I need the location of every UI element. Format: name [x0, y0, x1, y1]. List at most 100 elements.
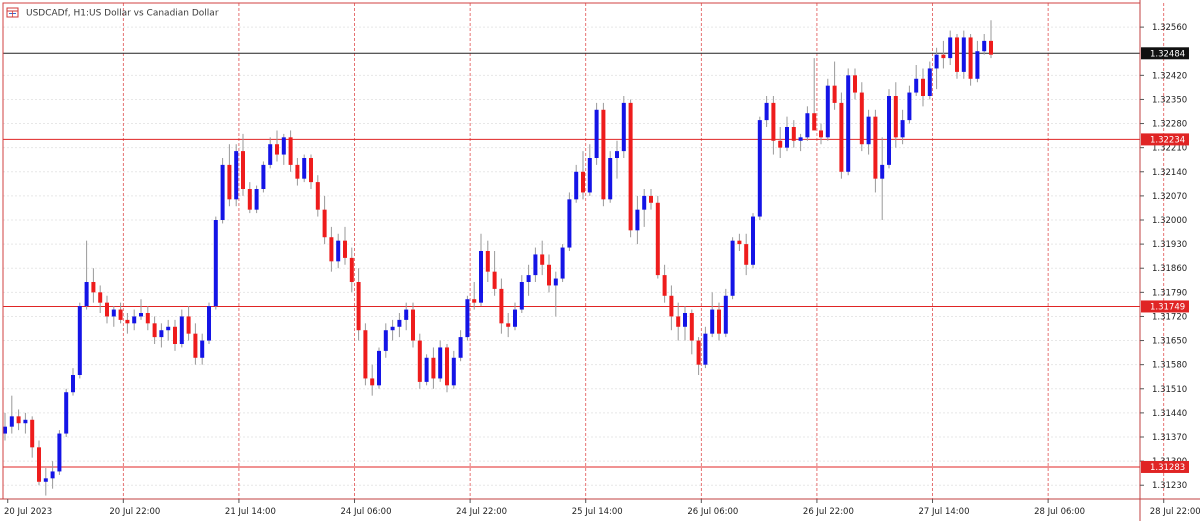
candle[interactable] — [431, 347, 436, 389]
candle[interactable] — [608, 151, 613, 203]
candle[interactable] — [676, 302, 681, 341]
candle[interactable] — [84, 240, 89, 310]
candle[interactable] — [3, 412, 7, 441]
candle[interactable] — [744, 233, 749, 276]
candle[interactable] — [696, 337, 701, 375]
candle[interactable] — [846, 68, 851, 176]
candle[interactable] — [118, 302, 123, 324]
candle[interactable] — [587, 144, 592, 196]
candle[interactable] — [662, 264, 667, 303]
candle[interactable] — [370, 364, 375, 396]
candle[interactable] — [825, 78, 830, 141]
candle[interactable] — [581, 151, 585, 200]
candle[interactable] — [322, 195, 327, 245]
candle[interactable] — [404, 302, 409, 331]
candle[interactable] — [186, 306, 191, 341]
candle[interactable] — [927, 61, 932, 100]
candle[interactable] — [57, 430, 62, 475]
candle[interactable] — [948, 30, 953, 65]
candle[interactable] — [254, 185, 259, 214]
candle[interactable] — [200, 333, 205, 365]
candle[interactable] — [669, 285, 674, 331]
candle[interactable] — [213, 216, 218, 310]
candle[interactable] — [853, 68, 857, 100]
candle[interactable] — [934, 47, 939, 90]
candle[interactable] — [30, 416, 35, 458]
candle[interactable] — [424, 354, 429, 386]
candle[interactable] — [71, 368, 75, 396]
candle[interactable] — [288, 130, 293, 172]
candle[interactable] — [16, 409, 21, 431]
candle[interactable] — [458, 330, 463, 362]
candle[interactable] — [683, 306, 687, 341]
candle[interactable] — [145, 306, 150, 331]
candle[interactable] — [642, 189, 647, 227]
candle[interactable] — [173, 319, 177, 351]
candle[interactable] — [866, 109, 871, 155]
candle[interactable] — [281, 133, 286, 165]
candle[interactable] — [43, 468, 48, 496]
candle[interactable] — [819, 123, 823, 145]
candle[interactable] — [839, 92, 844, 179]
candle[interactable] — [302, 154, 307, 183]
candle[interactable] — [574, 164, 579, 203]
candle[interactable] — [315, 175, 320, 217]
candle[interactable] — [812, 58, 817, 131]
candle[interactable] — [540, 240, 545, 276]
candle[interactable] — [513, 302, 517, 331]
candle[interactable] — [955, 34, 959, 79]
candle[interactable] — [37, 440, 41, 486]
candle[interactable] — [23, 412, 28, 434]
candle[interactable] — [778, 127, 783, 158]
candle[interactable] — [533, 247, 538, 282]
candle[interactable] — [139, 299, 143, 320]
candle[interactable] — [730, 237, 735, 300]
candle[interactable] — [921, 68, 925, 107]
candle[interactable] — [628, 99, 633, 238]
candle[interactable] — [159, 323, 164, 348]
candle[interactable] — [472, 282, 477, 310]
candle[interactable] — [397, 313, 402, 338]
candle[interactable] — [479, 233, 483, 307]
candle[interactable] — [621, 96, 626, 158]
candle[interactable] — [506, 313, 511, 338]
time-axis[interactable]: 20 Jul 2023 20 Jul 22:00 21 Jul 14:00 24 Ju… — [4, 499, 1200, 517]
candle[interactable] — [275, 130, 279, 162]
candle[interactable] — [553, 271, 558, 317]
candle[interactable] — [438, 340, 443, 382]
candle[interactable] — [336, 233, 341, 269]
candle[interactable] — [227, 144, 232, 207]
candle[interactable] — [390, 319, 395, 341]
candle[interactable] — [519, 275, 524, 313]
candle[interactable] — [152, 316, 157, 344]
candle[interactable] — [268, 137, 273, 169]
candle[interactable] — [982, 34, 987, 55]
candle[interactable] — [961, 30, 966, 79]
candle[interactable] — [771, 96, 776, 155]
candle[interactable] — [873, 109, 878, 193]
candle[interactable] — [941, 40, 946, 69]
candle[interactable] — [485, 240, 490, 282]
candle[interactable] — [832, 61, 837, 110]
candle[interactable] — [968, 34, 973, 86]
candle[interactable] — [98, 285, 103, 313]
candle[interactable] — [751, 213, 755, 269]
candle[interactable] — [309, 154, 313, 189]
candle[interactable] — [567, 192, 572, 251]
candle[interactable] — [343, 226, 347, 265]
candle[interactable] — [560, 244, 565, 282]
candle[interactable] — [655, 195, 660, 279]
candle[interactable] — [547, 254, 551, 293]
candles[interactable] — [3, 20, 993, 496]
candle[interactable] — [9, 395, 14, 434]
candle[interactable] — [785, 116, 789, 152]
candle[interactable] — [50, 461, 55, 489]
candle[interactable] — [64, 388, 69, 437]
candle[interactable] — [914, 65, 919, 96]
candle[interactable] — [77, 302, 82, 379]
candle[interactable] — [499, 278, 504, 334]
candle[interactable] — [900, 109, 905, 145]
candle[interactable] — [111, 306, 116, 327]
